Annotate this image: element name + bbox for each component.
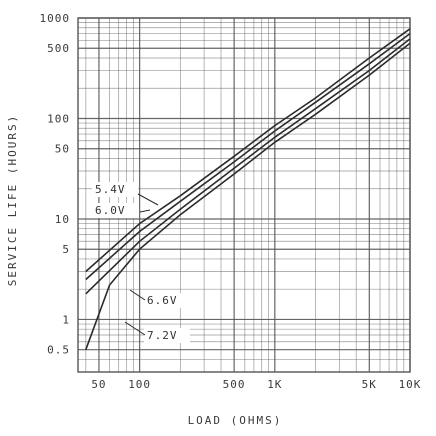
y-tick-label: 100 [47, 112, 70, 125]
series-line-1 [85, 32, 411, 281]
x-tick-label: 500 [223, 378, 246, 391]
x-axis-title: LOAD (OHMS) [188, 414, 283, 427]
y-tick-label: 1000 [40, 12, 71, 25]
series-label-1: 6.0V [95, 204, 126, 217]
y-tick-label: 500 [47, 42, 70, 55]
y-tick-label: 50 [55, 143, 70, 156]
y-axis-title: SERVICE LIFE (HOURS) [6, 114, 19, 286]
x-tick-label: 10K [399, 378, 422, 391]
series-label-bg [144, 328, 190, 343]
series-line-0 [85, 28, 411, 273]
y-tick-label: 0.5 [47, 344, 70, 357]
series-lines [85, 28, 411, 350]
y-tick-label: 5 [62, 243, 70, 256]
series-leader-line [124, 321, 146, 336]
series-label-bg [144, 293, 190, 308]
series-label-2: 6.6V [147, 294, 178, 307]
series-leader-line [129, 289, 146, 301]
series-label-bg [92, 182, 138, 197]
series-label-0: 5.4V [95, 183, 126, 196]
series-label-bg [92, 203, 138, 218]
y-tick-label: 1 [62, 313, 70, 326]
series-labels: 5.4V 6.0V 6.6V 7.2V [92, 182, 190, 343]
y-tick-label: 10 [55, 213, 70, 226]
series-leader-line [137, 193, 159, 206]
series-label-3: 7.2V [147, 329, 178, 342]
x-tick-label: 1K [267, 378, 282, 391]
tick-labels: 50 100 500 1K 5K 10K 1000 500 100 50 10 5 1 0.5 [40, 12, 422, 391]
series-leader-line [139, 209, 151, 213]
x-tick-label: 50 [91, 378, 106, 391]
series-line-2 [85, 38, 411, 295]
x-tick-label: 100 [128, 378, 151, 391]
x-tick-label: 5K [362, 378, 377, 391]
series-line-3 [85, 42, 411, 350]
